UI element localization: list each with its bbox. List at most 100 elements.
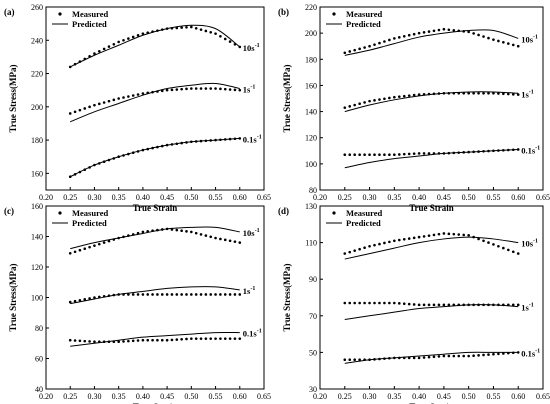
predicted-line-series-2 [70,137,240,178]
measured-point [223,138,227,141]
plot-frame [319,6,544,191]
measured-point [107,239,111,243]
measured-point [383,241,386,245]
measured-point [117,293,120,296]
y-tick-label: 50 [309,348,317,357]
measured-point [117,40,120,44]
strain-rate-label: 10s-1 [521,239,538,249]
measured-point [511,351,515,355]
x-tick-label: 0.50 [462,193,476,202]
measured-point [383,301,386,305]
measured-point [353,103,356,107]
measured-point [219,138,222,142]
measured-point [457,303,461,307]
measured-point [185,25,188,29]
chart-panel-1: (b) 0.20 0.25 0.30 0.35 0.40 0.45 0.50 0.55 0.60 0… [278,3,550,213]
strain-rate-label: 10s-1 [521,34,538,44]
measured-point [412,303,416,306]
strain-rate-label: 1s-1 [243,286,256,296]
x-tick-label: 0.65 [536,392,550,401]
x-tick-label: 0.25 [338,193,352,202]
measured-point [146,293,150,296]
measured-point [185,87,188,91]
predicted-line-series-0 [344,236,519,260]
measured-point [214,236,217,240]
measured-point [432,92,436,96]
y-tick-label: 130 [305,202,317,211]
measured-point [402,356,406,360]
measured-point [223,37,227,41]
measured-point [156,338,159,342]
measured-point [472,354,475,357]
measured-point [417,356,421,360]
measured-point [170,88,174,92]
measured-point [209,293,213,296]
measured-point [199,293,203,296]
measured-point [442,303,446,307]
y-tick-label: 40 [35,385,43,394]
measured-point [160,144,164,148]
measured-point [88,245,91,249]
measured-point [388,356,391,360]
legend-measured-marker [332,12,336,16]
measured-point [497,303,500,307]
measured-point [407,302,411,306]
measured-point [117,236,120,240]
measured-point [209,87,213,90]
measured-point [88,166,91,169]
measured-point [507,303,510,307]
measured-point [107,340,111,344]
measured-point [497,244,500,248]
measured-point [393,153,396,157]
measured-point [219,87,222,91]
measured-point [185,141,188,144]
measured-point [368,99,371,103]
measured-point [175,142,179,146]
measured-point [353,358,356,362]
measured-point [363,246,366,250]
measured-point [156,228,159,232]
measured-point [437,28,441,32]
measured-point [204,293,208,296]
measured-point [368,44,371,48]
measured-point [122,96,125,99]
measured-point [83,339,87,343]
measured-point [511,43,515,47]
measured-point [141,338,145,342]
measured-point [363,101,366,104]
panel-label: (b) [278,7,289,17]
measured-point [151,293,154,296]
measured-point [462,354,466,358]
measured-point [136,231,140,235]
measured-point [482,303,485,307]
measured-point [83,57,87,61]
measured-point [219,337,222,340]
y-tick-label: 160 [31,202,43,211]
measured-point [151,30,154,33]
measured-point [447,232,451,236]
measured-point [358,153,361,157]
measured-point [417,303,421,307]
measured-point [383,40,386,43]
measured-point [93,52,96,55]
measured-point [412,152,416,155]
measured-point [190,293,193,296]
measured-point [160,293,164,296]
measured-point [353,249,356,252]
legend-measured-label: Measured [346,9,382,19]
measured-point [457,91,461,95]
measured-point [165,338,169,342]
measured-point [447,354,451,358]
measured-point [467,233,470,237]
measured-point [511,250,515,254]
measured-point [378,153,381,157]
measured-point [467,354,470,358]
legend-measured-marker [58,211,62,215]
measured-point [88,297,91,300]
measured-point [107,158,111,162]
measured-point [165,88,169,92]
measured-point [233,240,237,243]
measured-point [228,337,232,340]
measured-point [472,91,475,95]
